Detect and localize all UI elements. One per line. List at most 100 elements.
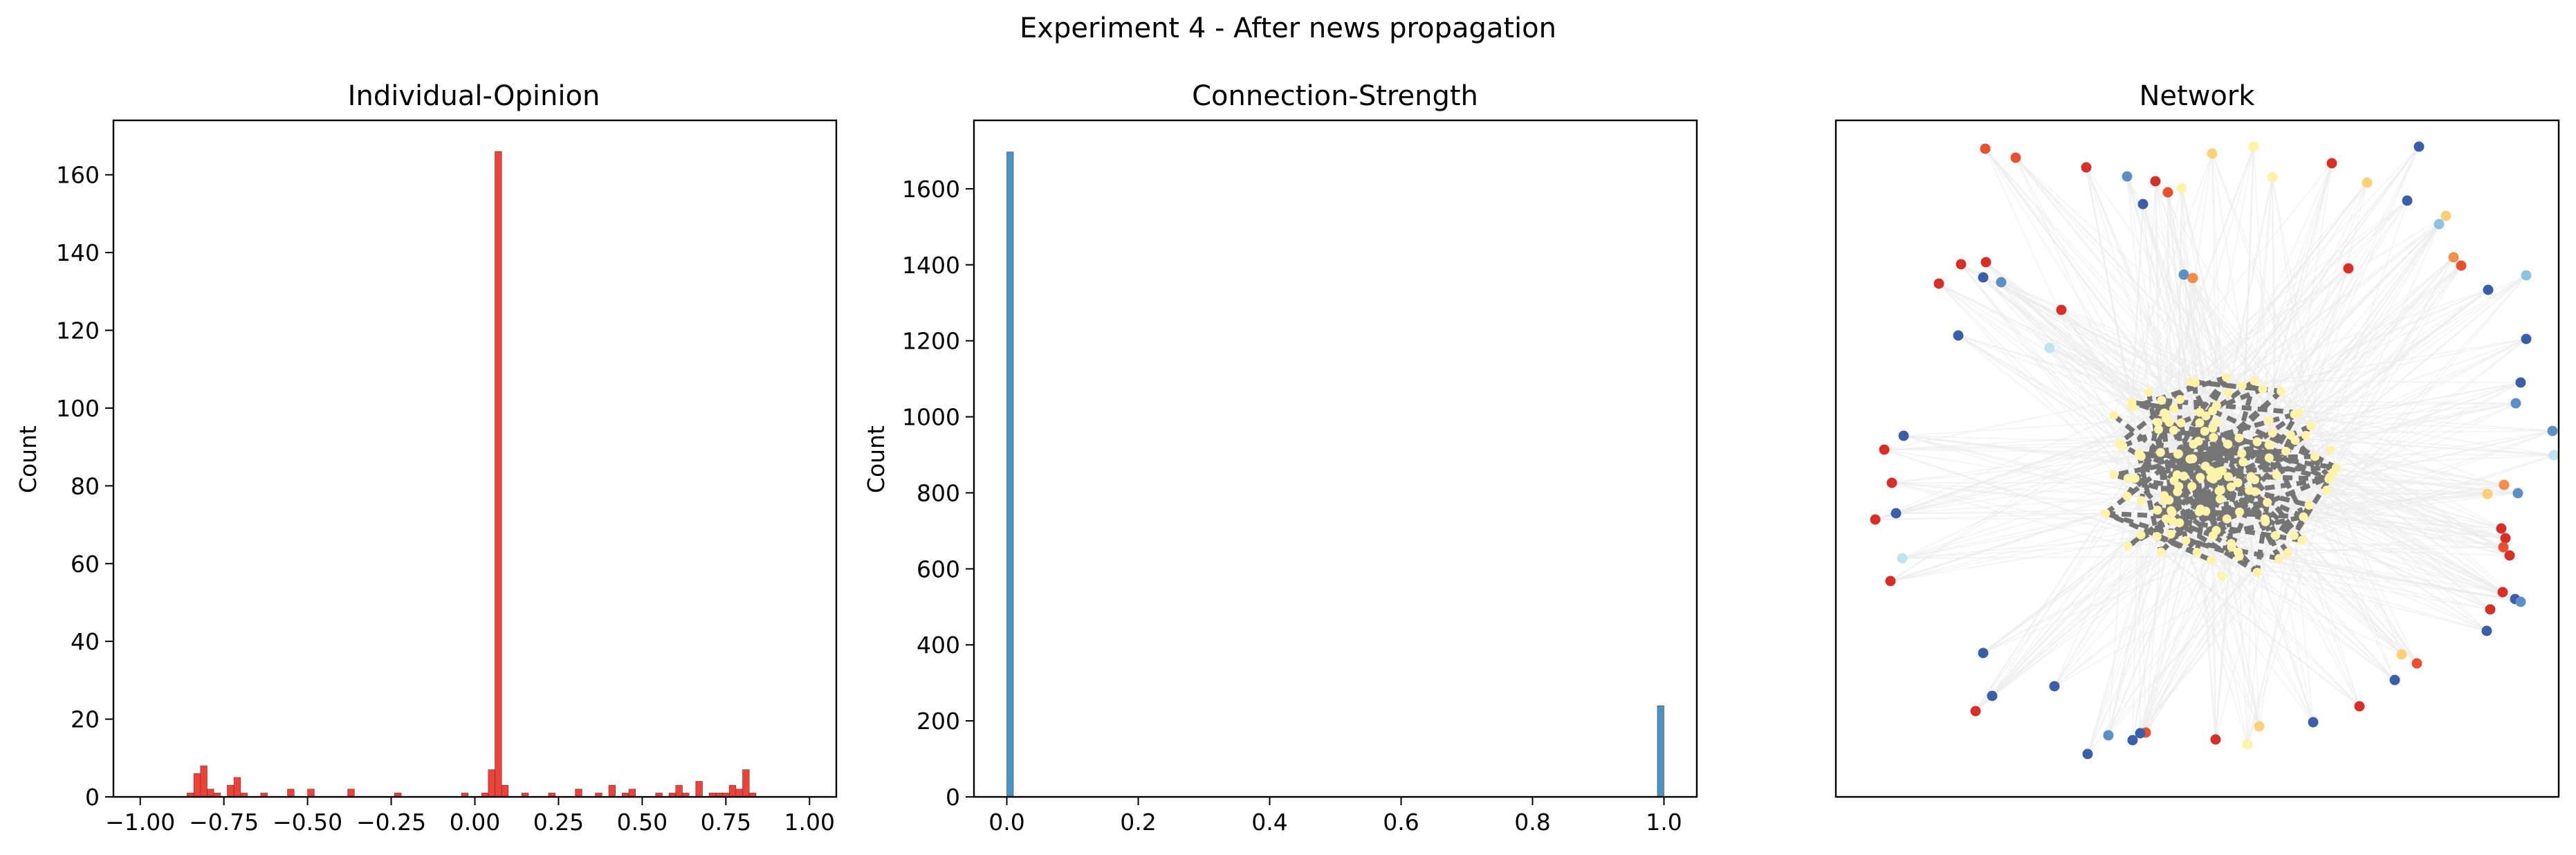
- network-node: [2205, 466, 2215, 475]
- network-node: [2207, 148, 2218, 159]
- network-node: [2049, 681, 2060, 692]
- network-node: [2176, 183, 2187, 194]
- network-strong-edge: [2222, 465, 2337, 474]
- network-node: [2211, 401, 2221, 411]
- network-node: [2512, 488, 2523, 499]
- network-node: [2496, 523, 2507, 534]
- network-node: [2285, 430, 2295, 440]
- network-node: [2324, 475, 2334, 484]
- network-node: [2144, 387, 2153, 397]
- network-node: [2175, 518, 2184, 528]
- network-weak-edge: [2221, 546, 2233, 576]
- network-node: [2223, 388, 2233, 398]
- network-node: [2115, 439, 2124, 448]
- network-strong-edge: [2229, 490, 2258, 549]
- network-node: [2153, 418, 2163, 428]
- network-node: [2500, 533, 2511, 544]
- network-node: [2082, 748, 2093, 760]
- network-weak-edge: [1891, 482, 2128, 547]
- network-node: [2188, 454, 2198, 463]
- network-node: [2201, 411, 2211, 421]
- network-node: [2448, 252, 2459, 263]
- network-node: [2175, 395, 2184, 405]
- network-strong-edge: [2192, 382, 2201, 442]
- network-weak-edge: [1982, 529, 2217, 654]
- network-node: [2515, 596, 2526, 607]
- network-weak-edge: [2303, 338, 2527, 517]
- network-node: [2276, 386, 2286, 396]
- network-node: [2122, 491, 2132, 501]
- network-node: [2281, 446, 2291, 456]
- opinion-histogram-panel: Individual-Opinion Count −1.00 −0.75 −0.50…: [15, 80, 838, 836]
- network-weak-edge: [2108, 518, 2167, 736]
- opinion-histogram-bar: [608, 784, 616, 798]
- network-node: [2237, 381, 2247, 391]
- network-strong-edge: [2192, 454, 2315, 461]
- network-frame: [1834, 119, 2560, 798]
- network-weak-edge: [2049, 347, 2200, 413]
- network-strong-edge: [2146, 392, 2174, 511]
- opinion-histogram-xtick-label: 1.00: [784, 809, 835, 836]
- opinion-histogram-bar: [227, 784, 234, 798]
- network-node: [2482, 488, 2493, 499]
- network-node: [2483, 284, 2494, 295]
- opinion-histogram-ytick-label: 120: [56, 318, 100, 344]
- opinion-histogram-xtick-label: −0.25: [356, 809, 426, 836]
- network-node: [2515, 377, 2526, 388]
- network-node: [2123, 474, 2133, 484]
- opinion-histogram-bar: [193, 773, 201, 798]
- network-node: [2169, 425, 2179, 435]
- network-node: [2413, 141, 2425, 152]
- network-node: [2267, 172, 2278, 183]
- opinion-histogram-frame: [112, 119, 838, 798]
- network-node: [2127, 735, 2138, 746]
- opinion-histogram-bar: [735, 789, 743, 798]
- opinion-histogram-xtick-label: −1.00: [105, 809, 175, 836]
- opinion-histogram-title: Individual-Opinion: [348, 80, 600, 112]
- network-strong-edge: [2155, 534, 2213, 562]
- network-node: [2101, 508, 2110, 518]
- network-strong-edge: [2117, 380, 2197, 445]
- network-node: [2238, 457, 2248, 467]
- connection-histogram-ytick-label: 1000: [902, 404, 960, 431]
- network-weak-edge: [1960, 264, 2129, 479]
- network-weak-edge: [2279, 558, 2360, 707]
- network-strong-edge: [2191, 430, 2274, 461]
- network-node: [2152, 532, 2162, 542]
- opinion-histogram-xtick-label: −0.75: [189, 809, 259, 836]
- connection-histogram-ytick-label: 0: [946, 784, 960, 811]
- network-node: [2227, 542, 2236, 552]
- network-node: [2264, 453, 2274, 463]
- network-strong-edge: [2104, 511, 2198, 555]
- network-weak-edge: [2230, 486, 2314, 723]
- network-weak-edge: [1982, 277, 2229, 394]
- opinion-histogram-bar: [742, 769, 750, 798]
- network-weak-edge: [1891, 482, 2142, 536]
- network-strong-edge: [2155, 376, 2229, 512]
- opinion-histogram-axes: −1.00 −0.75 −0.50 −0.25 0.00 0.25 0.50 0.75 1.00…: [56, 162, 835, 836]
- network-node: [2396, 649, 2407, 660]
- network-node: [2209, 432, 2218, 442]
- network-node: [2308, 717, 2319, 728]
- network-strong-edge: [2122, 387, 2264, 448]
- network-node: [2189, 439, 2198, 449]
- network-node: [2195, 418, 2205, 428]
- network-weak-edge: [1982, 546, 2232, 654]
- network-node: [2044, 342, 2055, 353]
- network-weak-edge: [1890, 535, 2158, 582]
- opinion-histogram-ytick-label: 140: [56, 239, 100, 266]
- network-node: [1885, 576, 1896, 587]
- opinion-histogram-ytick-label: 0: [85, 784, 100, 811]
- network-node: [1897, 553, 1908, 564]
- opinion-histogram-ytick-label: 20: [71, 706, 100, 733]
- network-node: [1987, 690, 1998, 701]
- network-node: [2200, 426, 2209, 436]
- network-node: [2234, 547, 2243, 557]
- network-strong-edge: [2165, 488, 2250, 522]
- network-weak-edge: [1975, 540, 2187, 712]
- network-strong-edge: [2249, 477, 2330, 493]
- network-weak-edge: [1982, 277, 2291, 436]
- connection-histogram-title: Connection-Strength: [1192, 80, 1478, 112]
- opinion-histogram-xtick-label: 0.75: [701, 809, 751, 836]
- network-node: [2283, 548, 2292, 558]
